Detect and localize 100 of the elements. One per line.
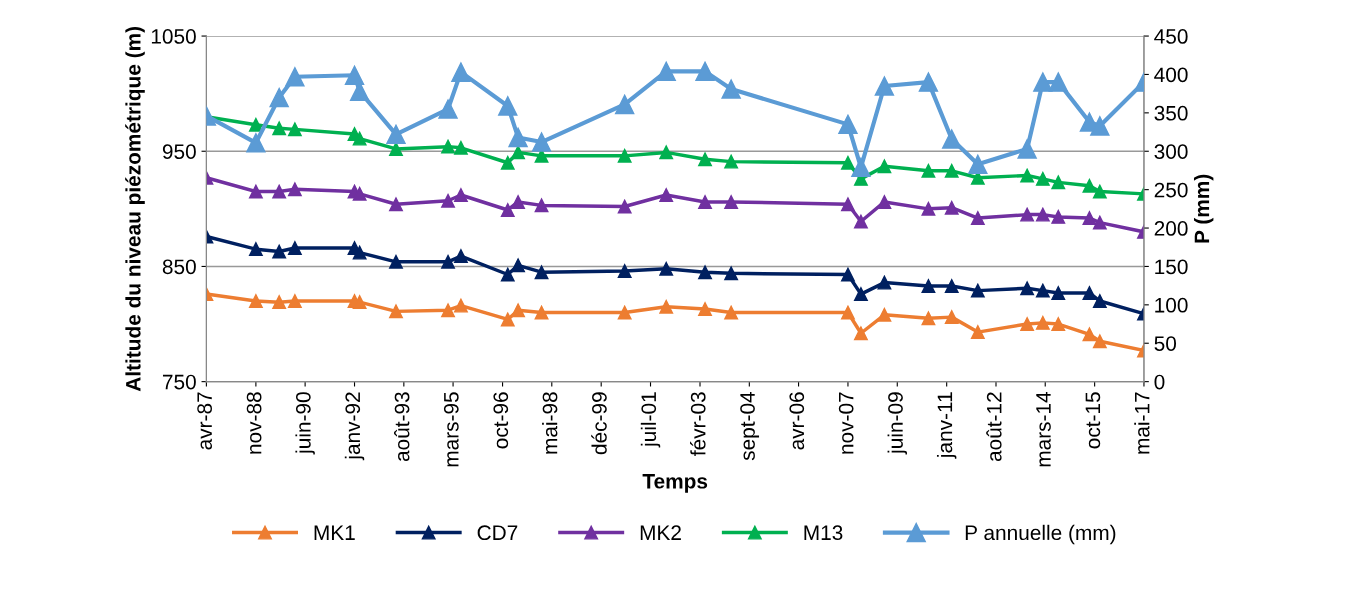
point [287, 294, 302, 308]
point [441, 139, 455, 154]
y2-tick-label: 50 [1154, 336, 1177, 351]
point [659, 188, 674, 202]
point [500, 267, 515, 282]
point [500, 155, 515, 170]
point [534, 305, 549, 320]
point [1020, 207, 1035, 222]
point [841, 155, 855, 170]
point [1082, 327, 1097, 342]
y2-tick-label: 450 [1154, 29, 1188, 44]
x-axis-title: Temps [642, 474, 708, 493]
point [498, 96, 518, 116]
point [970, 211, 985, 226]
point [970, 283, 985, 298]
point [695, 61, 715, 82]
point [1035, 315, 1050, 330]
point [970, 325, 985, 340]
point [246, 133, 266, 153]
point [614, 94, 635, 115]
point [287, 122, 302, 137]
point [453, 249, 468, 264]
point [453, 298, 468, 313]
point [944, 163, 959, 178]
y2-tick-label: 200 [1154, 221, 1188, 236]
x-tick-label: sept-04 [740, 391, 760, 461]
point [941, 129, 962, 149]
point [352, 131, 367, 146]
point [617, 199, 632, 214]
point [1092, 294, 1107, 308]
x-tick-label: avr-06 [789, 392, 805, 450]
point [269, 87, 289, 108]
point [617, 148, 632, 163]
point [1082, 178, 1097, 193]
point [659, 299, 674, 314]
point [389, 254, 403, 269]
point [918, 72, 939, 92]
point [248, 184, 263, 199]
point [841, 197, 855, 212]
point [500, 203, 515, 217]
x-tick-label: déc-99 [591, 392, 607, 455]
legend-label: MK1 [314, 525, 355, 540]
point [511, 303, 526, 318]
point [352, 245, 367, 260]
point [841, 267, 855, 282]
legend-label: P annuelle (mm) [965, 524, 1116, 545]
point [453, 188, 468, 202]
point [724, 305, 739, 320]
point [1020, 317, 1035, 331]
point [877, 307, 892, 322]
x-tick-label: août-12 [986, 392, 1002, 462]
point [877, 159, 892, 174]
point [272, 121, 287, 136]
point [451, 62, 471, 82]
point [617, 264, 632, 278]
point [1035, 283, 1050, 298]
point [841, 305, 855, 320]
point [1017, 139, 1037, 159]
point [287, 182, 302, 197]
point [968, 154, 988, 175]
point [698, 194, 712, 209]
point [1051, 317, 1066, 331]
point [1033, 72, 1053, 92]
point [853, 326, 868, 341]
point [944, 279, 959, 293]
x-tick-label: oct-15 [1085, 392, 1101, 449]
y-tick-label: 750 [162, 374, 196, 390]
point [1048, 72, 1069, 92]
x-tick-label: mars-95 [443, 392, 459, 467]
legend-label: CD7 [477, 525, 518, 541]
point [511, 194, 526, 209]
point [352, 295, 367, 310]
point [441, 193, 455, 208]
point [248, 294, 263, 308]
point [724, 154, 739, 169]
point [1035, 171, 1050, 186]
legend-label: MK2 [640, 525, 681, 540]
point [272, 184, 287, 199]
point [389, 197, 403, 212]
x-tick-label: avr-87 [197, 392, 212, 450]
point [1082, 211, 1097, 226]
x-tick-label: oct-96 [493, 392, 509, 449]
y-tick-label: 950 [162, 144, 196, 160]
point [877, 194, 892, 209]
point [1020, 168, 1035, 183]
point [1051, 285, 1066, 300]
y2-tick-label: 0 [1154, 374, 1165, 390]
point [500, 312, 515, 327]
point [698, 302, 712, 317]
point [508, 127, 528, 148]
point [1051, 209, 1066, 224]
point [659, 261, 674, 276]
point [877, 275, 892, 290]
y2-tick-label: 100 [1155, 297, 1188, 313]
x-tick-label: janv-11 [936, 392, 957, 459]
point [441, 303, 455, 318]
point [921, 163, 936, 178]
x-tick-label: juin-09 [887, 392, 907, 455]
point [724, 266, 739, 281]
point [352, 186, 367, 201]
